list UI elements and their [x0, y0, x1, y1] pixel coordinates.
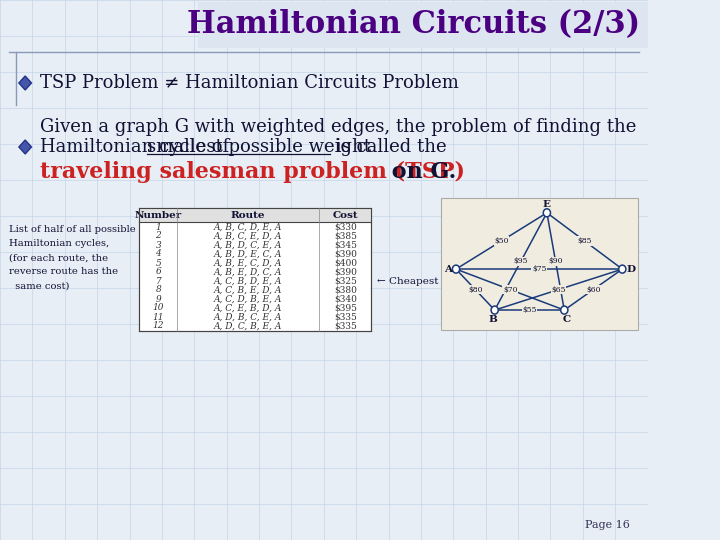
Text: 8: 8 — [156, 286, 161, 294]
Text: D: D — [626, 265, 636, 274]
Text: Hamiltonian cycle of: Hamiltonian cycle of — [40, 138, 235, 156]
Text: 5: 5 — [156, 259, 161, 267]
Text: B: B — [488, 315, 498, 323]
Text: 3: 3 — [156, 240, 161, 249]
Text: A, C, D, B, E, A: A, C, D, B, E, A — [214, 294, 282, 303]
Polygon shape — [19, 140, 32, 154]
Text: $75: $75 — [532, 265, 546, 273]
Circle shape — [618, 265, 626, 273]
FancyBboxPatch shape — [140, 208, 372, 331]
Text: Route: Route — [231, 211, 266, 219]
Text: A, B, E, D, C, A: A, B, E, D, C, A — [214, 267, 282, 276]
Text: A, B, C, E, D, A: A, B, C, E, D, A — [214, 232, 282, 240]
Text: traveling salesman problem (TSP): traveling salesman problem (TSP) — [40, 161, 464, 183]
Text: $70: $70 — [503, 286, 518, 294]
Text: ← Cheapest: ← Cheapest — [377, 276, 438, 286]
FancyBboxPatch shape — [140, 208, 372, 222]
Text: 7: 7 — [156, 276, 161, 286]
Text: $335: $335 — [334, 313, 357, 321]
Text: $345: $345 — [334, 240, 357, 249]
Text: on G.: on G. — [384, 161, 456, 183]
Text: A: A — [444, 265, 452, 274]
Text: TSP Problem ≠ Hamiltonian Circuits Problem: TSP Problem ≠ Hamiltonian Circuits Probl… — [40, 74, 459, 92]
Text: C: C — [563, 315, 571, 323]
Text: A, B, C, D, E, A: A, B, C, D, E, A — [214, 222, 282, 232]
Text: $80: $80 — [468, 286, 482, 294]
Text: $335: $335 — [334, 321, 357, 330]
Text: (for each route, the: (for each route, the — [9, 253, 108, 262]
FancyBboxPatch shape — [441, 198, 638, 330]
Text: A, D, C, B, E, A: A, D, C, B, E, A — [214, 321, 282, 330]
Polygon shape — [19, 76, 32, 90]
Circle shape — [491, 306, 498, 314]
Text: $90: $90 — [549, 258, 563, 266]
Text: 4: 4 — [156, 249, 161, 259]
Text: $395: $395 — [334, 303, 357, 313]
Circle shape — [452, 265, 459, 273]
Text: 10: 10 — [153, 303, 164, 313]
Text: 1: 1 — [156, 222, 161, 232]
Text: 2: 2 — [156, 232, 161, 240]
Text: is called the: is called the — [330, 138, 446, 156]
Text: Number: Number — [135, 211, 182, 219]
Text: Cost: Cost — [333, 211, 358, 219]
Text: $55: $55 — [522, 306, 536, 314]
Text: smallest possible weight: smallest possible weight — [147, 138, 371, 156]
Text: $380: $380 — [334, 286, 357, 294]
Text: $60: $60 — [586, 286, 600, 294]
Text: Page 16: Page 16 — [585, 520, 629, 530]
Text: Hamiltonian cycles,: Hamiltonian cycles, — [9, 240, 109, 248]
Text: $330: $330 — [334, 222, 356, 232]
Text: A, C, E, B, D, A: A, C, E, B, D, A — [214, 303, 282, 313]
Text: $390: $390 — [334, 267, 357, 276]
Text: $50: $50 — [494, 237, 509, 245]
Circle shape — [544, 209, 551, 217]
Text: $390: $390 — [334, 249, 357, 259]
Text: 6: 6 — [156, 267, 161, 276]
Text: 12: 12 — [153, 321, 164, 330]
FancyBboxPatch shape — [198, 2, 647, 48]
Text: A, B, D, C, E, A: A, B, D, C, E, A — [214, 240, 282, 249]
Text: $340: $340 — [334, 294, 357, 303]
Text: $325: $325 — [334, 276, 357, 286]
Text: reverse route has the: reverse route has the — [9, 267, 118, 276]
Text: List of half of all possible: List of half of all possible — [9, 226, 136, 234]
Text: A, C, B, E, D, A: A, C, B, E, D, A — [214, 286, 282, 294]
Text: $400: $400 — [334, 259, 357, 267]
Text: $95: $95 — [513, 258, 528, 266]
Text: E: E — [543, 200, 551, 210]
Text: $85: $85 — [577, 237, 592, 245]
Text: Given a graph G with weighted edges, the problem of finding the: Given a graph G with weighted edges, the… — [40, 118, 636, 136]
Text: A, C, B, D, E, A: A, C, B, D, E, A — [214, 276, 282, 286]
Text: A, D, B, C, E, A: A, D, B, C, E, A — [214, 313, 282, 321]
Text: $65: $65 — [552, 286, 566, 294]
Text: 9: 9 — [156, 294, 161, 303]
Text: same cost): same cost) — [9, 281, 70, 291]
Circle shape — [561, 306, 568, 314]
Text: Hamiltonian Circuits (2/3): Hamiltonian Circuits (2/3) — [187, 10, 640, 40]
Text: A, B, E, C, D, A: A, B, E, C, D, A — [214, 259, 282, 267]
Text: 11: 11 — [153, 313, 164, 321]
Text: A, B, D, E, C, A: A, B, D, E, C, A — [214, 249, 282, 259]
Text: $385: $385 — [334, 232, 357, 240]
